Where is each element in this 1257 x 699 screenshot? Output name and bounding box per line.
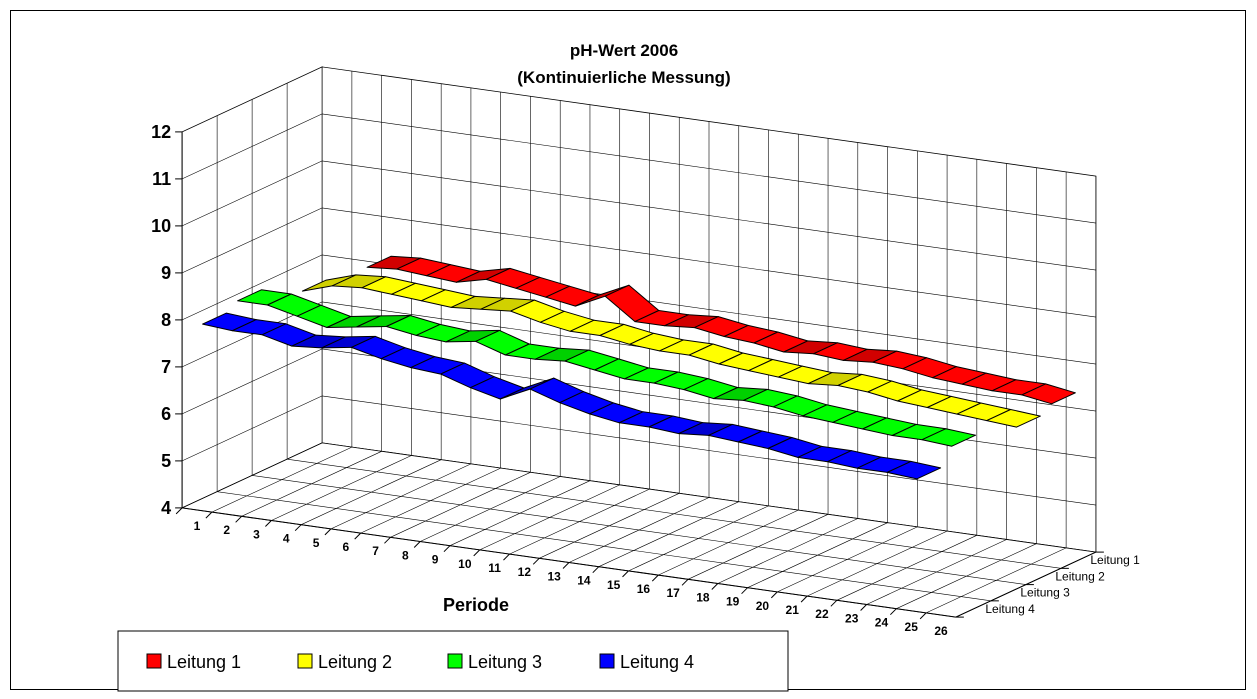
x-tick-mark [919,612,927,620]
x-tick-label: 9 [432,553,439,567]
legend-label: Leitung 3 [468,652,542,672]
legend-item: Leitung 1 [146,652,241,672]
x-tick-mark [592,566,600,574]
floor-gridline [287,458,1061,569]
x-tick-label: 21 [786,603,800,617]
data-segment [986,409,1041,428]
x-tick-label: 18 [696,590,710,604]
y-tick-label: 6 [161,404,171,424]
depth-tick-label: Leitung 3 [1020,586,1070,600]
x-tick-label: 11 [488,561,501,575]
x-tick-mark [413,541,421,548]
chart-title: pH-Wert 2006 [570,41,678,60]
legend-label: Leitung 2 [318,652,392,672]
x-tick-label: 2 [223,523,230,537]
chart-subtitle: (Kontinuierliche Messung) [517,68,730,87]
x-tick-label: 5 [313,536,320,550]
x-tick-mark [770,591,778,599]
x-tick-mark [651,574,659,582]
y-tick-label: 8 [161,310,171,330]
x-tick-mark [265,520,272,527]
legend: Leitung 1 Leitung 2 Leitung 3 Leitung 4 [117,630,789,692]
y-tick-label: 5 [161,451,171,471]
x-tick-mark [503,553,510,561]
x-tick-label: 12 [518,565,532,579]
y-tick-label: 11 [152,169,171,189]
x-tick-label: 25 [905,620,919,634]
x-tick-label: 10 [458,557,472,571]
x-tick-mark [175,507,183,515]
x-tick-label: 24 [875,616,889,630]
legend-item: Leitung 4 [599,652,694,672]
legend-label: Leitung 1 [167,652,241,672]
x-tick-mark [205,511,213,519]
series-leitung-4 [202,312,942,480]
x-tick-label: 3 [253,527,260,541]
x-tick-label: 1 [194,519,201,533]
x-axis-label: Periode [443,595,509,615]
data-segment [1021,383,1076,405]
x-tick-mark [711,583,719,590]
depth-tick-label: Leitung 1 [1090,553,1140,567]
x-tick-label: 13 [547,569,561,583]
series-ribbons [202,255,1076,480]
x-tick-mark [443,545,451,553]
data-segment [886,460,942,480]
x-tick-mark [473,549,481,557]
x-tick-mark [830,599,838,607]
floor-gridline [252,475,1026,585]
series-leitung-2 [301,274,1041,428]
x-tick-label: 23 [845,611,859,625]
series-leitung-1 [366,255,1076,405]
y-tick-label: 9 [161,263,171,283]
x-tick-mark [622,570,629,578]
legend-swatch [297,653,313,669]
y-tick-label: 7 [161,357,171,377]
x-tick-label: 22 [815,607,829,621]
legend-item: Leitung 2 [297,652,392,672]
x-tick-mark [294,524,302,532]
legend-swatch [447,653,463,669]
depth-tick-label: Leitung 4 [985,602,1035,616]
x-tick-label: 6 [342,540,349,554]
x-tick-label: 7 [372,544,379,558]
x-tick-mark [235,515,242,523]
x-tick-label: 17 [666,586,680,600]
x-tick-mark [681,578,689,586]
x-tick-mark [890,608,897,616]
x-tick-mark [324,528,332,536]
x-tick-mark [354,532,362,540]
series-leitung-3 [237,289,977,447]
x-tick-mark [384,536,391,544]
x-tick-mark [562,562,570,569]
x-tick-label: 8 [402,548,409,562]
data-segment [921,428,977,447]
depth-tick-label: Leitung 2 [1055,569,1105,583]
x-tick-mark [532,557,540,565]
legend-swatch [599,653,615,669]
x-tick-label: 20 [756,599,770,613]
x-tick-label: 4 [283,532,290,546]
y-tick-label: 4 [161,498,171,518]
x-tick-label: 14 [577,574,591,588]
x-tick-mark [860,604,867,611]
legend-swatch [146,653,162,669]
legend-label: Leitung 4 [620,652,694,672]
x-tick-label: 26 [934,624,948,638]
x-tick-label: 19 [726,595,740,609]
floor-gridline [217,491,991,602]
x-tick-label: 16 [637,582,651,596]
x-tick-mark [741,587,748,595]
y-tick-label: 12 [151,122,171,142]
x-tick-label: 15 [607,578,621,592]
x-tick-mark [800,595,808,603]
legend-item: Leitung 3 [447,652,542,672]
y-tick-label: 10 [151,216,171,236]
